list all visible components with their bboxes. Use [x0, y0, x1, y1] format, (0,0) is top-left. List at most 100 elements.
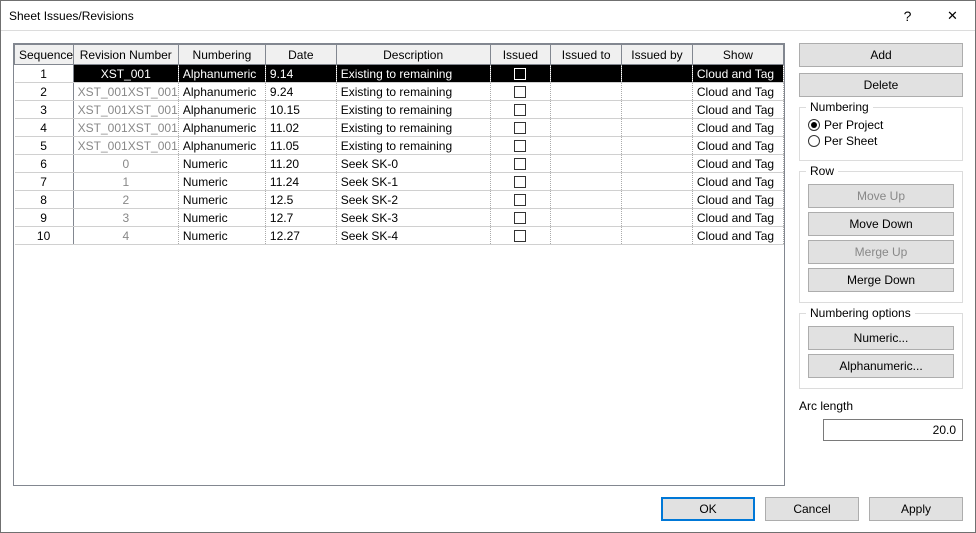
cell-description[interactable]: Seek SK-4 [336, 227, 490, 245]
cell-issued[interactable] [490, 65, 551, 83]
col-revision[interactable]: Revision Number [73, 45, 178, 65]
cell-issued-to[interactable] [551, 83, 622, 101]
issued-checkbox[interactable] [514, 104, 526, 116]
cell-issued-to[interactable] [551, 101, 622, 119]
cell-description[interactable]: Existing to remaining [336, 119, 490, 137]
cell-date[interactable]: 9.14 [265, 65, 336, 83]
delete-button[interactable]: Delete [799, 73, 963, 97]
merge-down-button[interactable]: Merge Down [808, 268, 954, 292]
cell-revision[interactable]: 1 [73, 173, 178, 191]
help-button[interactable]: ? [885, 1, 930, 31]
col-numbering[interactable]: Numbering [178, 45, 265, 65]
cell-description[interactable]: Seek SK-2 [336, 191, 490, 209]
cell-date[interactable]: 12.7 [265, 209, 336, 227]
cell-issued-to[interactable] [551, 137, 622, 155]
cell-issued[interactable] [490, 119, 551, 137]
table-row[interactable]: 4XST_001XST_001XSAlphanumeric11.02Existi… [15, 119, 784, 137]
cell-description[interactable]: Seek SK-1 [336, 173, 490, 191]
cell-date[interactable]: 10.15 [265, 101, 336, 119]
table-row[interactable]: 5XST_001XST_001XSAlphanumeric11.05Existi… [15, 137, 784, 155]
col-date[interactable]: Date [265, 45, 336, 65]
cell-numbering[interactable]: Numeric [178, 227, 265, 245]
cell-issued-by[interactable] [622, 65, 693, 83]
cell-date[interactable]: 11.24 [265, 173, 336, 191]
col-description[interactable]: Description [336, 45, 490, 65]
cell-show[interactable]: Cloud and Tag [692, 227, 783, 245]
cell-issued-by[interactable] [622, 137, 693, 155]
cell-issued[interactable] [490, 191, 551, 209]
cell-issued-by[interactable] [622, 191, 693, 209]
issued-checkbox[interactable] [514, 86, 526, 98]
cell-date[interactable]: 11.20 [265, 155, 336, 173]
cell-description[interactable]: Seek SK-3 [336, 209, 490, 227]
cell-numbering[interactable]: Numeric [178, 209, 265, 227]
cell-description[interactable]: Existing to remaining [336, 83, 490, 101]
cell-issued-to[interactable] [551, 227, 622, 245]
cell-revision[interactable]: 0 [73, 155, 178, 173]
cell-date[interactable]: 12.27 [265, 227, 336, 245]
issued-checkbox[interactable] [514, 176, 526, 188]
issued-checkbox[interactable] [514, 230, 526, 242]
cell-sequence[interactable]: 1 [15, 65, 74, 83]
apply-button[interactable]: Apply [869, 497, 963, 521]
col-issued-by[interactable]: Issued by [622, 45, 693, 65]
cell-sequence[interactable]: 7 [15, 173, 74, 191]
cell-issued-by[interactable] [622, 173, 693, 191]
cell-issued-to[interactable] [551, 191, 622, 209]
cell-numbering[interactable]: Alphanumeric [178, 137, 265, 155]
cell-date[interactable]: 11.05 [265, 137, 336, 155]
cell-revision[interactable]: 4 [73, 227, 178, 245]
table-row[interactable]: 104Numeric12.27Seek SK-4 Cloud and Tag [15, 227, 784, 245]
cell-sequence[interactable]: 2 [15, 83, 74, 101]
cell-show[interactable]: Cloud and Tag [692, 191, 783, 209]
cell-show[interactable]: Cloud and Tag [692, 83, 783, 101]
cell-revision[interactable]: XST_001 [73, 65, 178, 83]
cell-issued-by[interactable] [622, 155, 693, 173]
issued-checkbox[interactable] [514, 68, 526, 80]
col-issued[interactable]: Issued [490, 45, 551, 65]
cell-numbering[interactable]: Alphanumeric [178, 65, 265, 83]
ok-button[interactable]: OK [661, 497, 755, 521]
add-button[interactable]: Add [799, 43, 963, 67]
cell-issued-by[interactable] [622, 119, 693, 137]
col-sequence[interactable]: Sequence [15, 45, 74, 65]
cell-revision[interactable]: 2 [73, 191, 178, 209]
cell-issued[interactable] [490, 173, 551, 191]
per-project-radio[interactable]: Per Project [808, 118, 954, 132]
cell-date[interactable]: 12.5 [265, 191, 336, 209]
cell-show[interactable]: Cloud and Tag [692, 137, 783, 155]
cell-revision[interactable]: XST_001XST_001XS [73, 101, 178, 119]
issued-checkbox[interactable] [514, 140, 526, 152]
cell-issued-to[interactable] [551, 155, 622, 173]
move-down-button[interactable]: Move Down [808, 212, 954, 236]
cancel-button[interactable]: Cancel [765, 497, 859, 521]
cell-issued[interactable] [490, 227, 551, 245]
cell-description[interactable]: Existing to remaining [336, 65, 490, 83]
cell-show[interactable]: Cloud and Tag [692, 155, 783, 173]
cell-issued[interactable] [490, 209, 551, 227]
cell-numbering[interactable]: Numeric [178, 155, 265, 173]
cell-issued[interactable] [490, 155, 551, 173]
cell-show[interactable]: Cloud and Tag [692, 209, 783, 227]
numeric-options-button[interactable]: Numeric... [808, 326, 954, 350]
cell-sequence[interactable]: 6 [15, 155, 74, 173]
cell-date[interactable]: 11.02 [265, 119, 336, 137]
cell-issued-to[interactable] [551, 119, 622, 137]
cell-numbering[interactable]: Alphanumeric [178, 119, 265, 137]
move-up-button[interactable]: Move Up [808, 184, 954, 208]
table-row[interactable]: 1XST_001Alphanumeric9.14Existing to rema… [15, 65, 784, 83]
col-show[interactable]: Show [692, 45, 783, 65]
issued-checkbox[interactable] [514, 212, 526, 224]
cell-issued[interactable] [490, 83, 551, 101]
table-row[interactable]: 3XST_001XST_001XSAlphanumeric10.15Existi… [15, 101, 784, 119]
close-button[interactable]: ✕ [930, 1, 975, 31]
cell-sequence[interactable]: 10 [15, 227, 74, 245]
merge-up-button[interactable]: Merge Up [808, 240, 954, 264]
cell-description[interactable]: Existing to remaining [336, 101, 490, 119]
cell-issued-to[interactable] [551, 65, 622, 83]
issued-checkbox[interactable] [514, 194, 526, 206]
cell-numbering[interactable]: Alphanumeric [178, 83, 265, 101]
cell-description[interactable]: Seek SK-0 [336, 155, 490, 173]
per-sheet-radio[interactable]: Per Sheet [808, 134, 954, 148]
cell-revision[interactable]: XST_001XST_001XS [73, 119, 178, 137]
